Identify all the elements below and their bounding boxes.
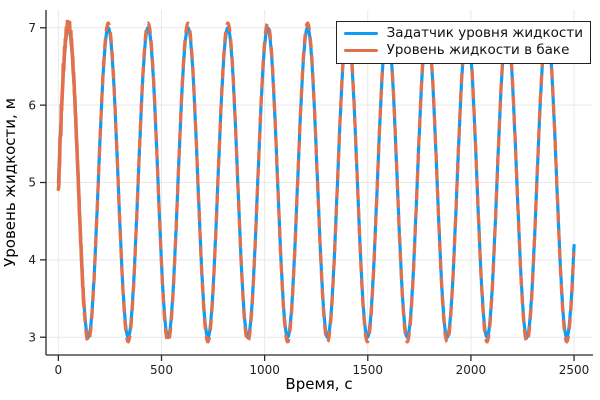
legend-label-setpoint: Задатчик уровня жидкости bbox=[386, 25, 583, 41]
series-tank-transient-line bbox=[56, 19, 86, 309]
legend-entry-tank: Уровень жидкости в баке bbox=[343, 42, 583, 59]
y-tick-label: 3 bbox=[28, 330, 36, 344]
series-tank-line bbox=[82, 21, 576, 344]
x-tick-label: 2500 bbox=[559, 363, 590, 377]
x-axis-label: Время, с bbox=[285, 375, 352, 393]
axes bbox=[40, 10, 593, 361]
tick-labels: 0 500 1000 1500 2000 2500 3 4 5 6 7 bbox=[28, 21, 589, 377]
legend-label-tank: Уровень жидкости в баке bbox=[386, 42, 570, 58]
y-tick-label: 6 bbox=[28, 98, 36, 112]
y-tick-label: 5 bbox=[28, 176, 36, 190]
x-tick-label: 1500 bbox=[353, 363, 384, 377]
legend-entry-setpoint: Задатчик уровня жидкости bbox=[343, 25, 583, 42]
y-tick-label: 4 bbox=[28, 253, 36, 267]
tank-line-swatch bbox=[343, 48, 378, 53]
x-tick-label: 500 bbox=[150, 363, 173, 377]
legend: Задатчик уровня жидкости Уровень жидкост… bbox=[335, 21, 591, 64]
x-tick-label: 2000 bbox=[456, 363, 487, 377]
x-tick-label: 1000 bbox=[249, 363, 280, 377]
x-tick-label: 0 bbox=[55, 363, 63, 377]
y-axis-label: Уровень жидкости, м bbox=[1, 98, 19, 267]
y-tick-label: 7 bbox=[28, 21, 36, 35]
setpoint-line-swatch bbox=[343, 31, 378, 36]
